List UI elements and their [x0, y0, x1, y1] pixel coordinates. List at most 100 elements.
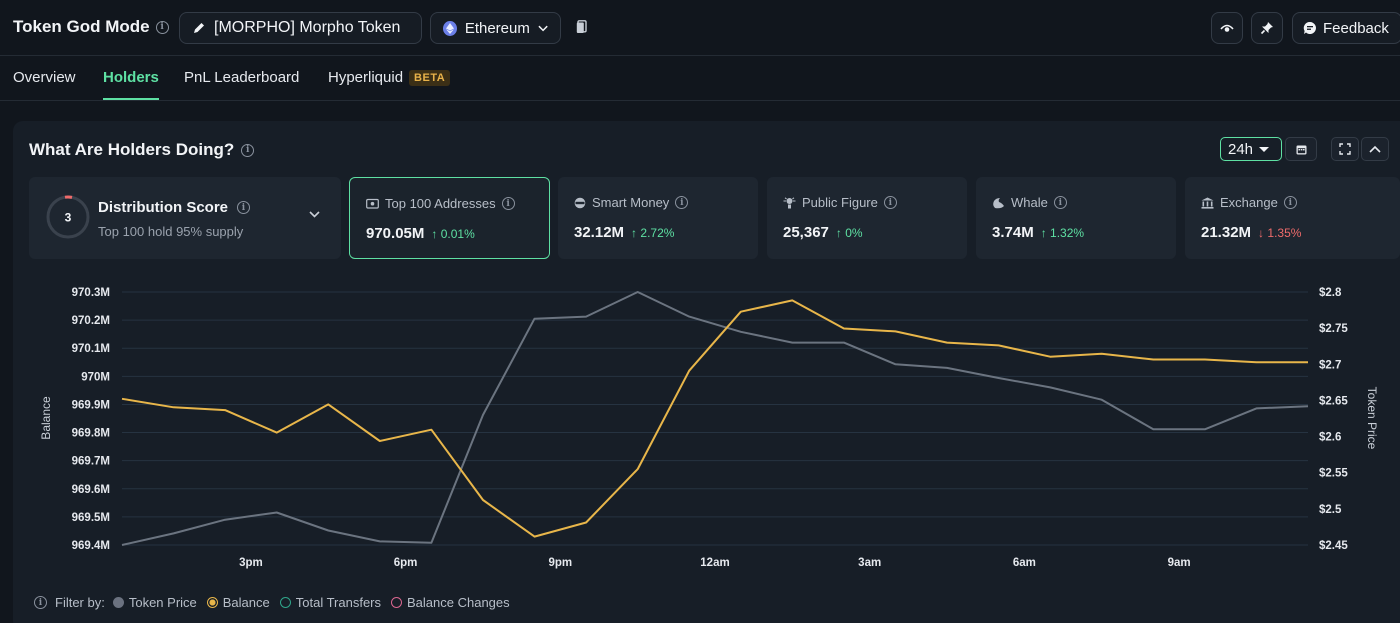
- chat-bubble-icon: [1303, 21, 1316, 34]
- y2-tick-label: $2.65: [1319, 395, 1348, 407]
- tab-holders[interactable]: Holders: [103, 69, 159, 100]
- filter-label: Filter by:: [55, 595, 105, 610]
- expand-icon: [1339, 143, 1351, 155]
- card-label: Public Figure i: [783, 195, 897, 210]
- legend-total-transfers[interactable]: Total Transfers: [279, 595, 382, 610]
- y-tick-label: 969.4M: [72, 540, 110, 552]
- info-icon[interactable]: i: [155, 20, 169, 34]
- caret-down-icon: [1259, 146, 1270, 152]
- card-label: Smart Money i: [574, 195, 689, 210]
- info-icon[interactable]: i: [501, 197, 515, 210]
- feedback-button[interactable]: Feedback: [1292, 12, 1400, 44]
- y-tick-label: 970.3M: [72, 287, 110, 299]
- tab-overview[interactable]: Overview: [13, 69, 76, 100]
- legend-label: Total Transfers: [295, 595, 382, 610]
- x-tick-label: 9pm: [548, 557, 572, 569]
- card-label-text: Top 100 Addresses: [385, 196, 496, 211]
- time-range-select[interactable]: 24h: [1220, 137, 1282, 161]
- info-icon[interactable]: i: [241, 143, 255, 157]
- calendar-button[interactable]: [1285, 137, 1317, 161]
- legend-balance-changes[interactable]: Balance Changes: [391, 595, 510, 610]
- y-tick-label: 969.6M: [72, 484, 110, 496]
- tab-label: Hyperliquid: [328, 69, 404, 86]
- info-icon[interactable]: i: [237, 201, 251, 214]
- y2-tick-label: $2.75: [1319, 323, 1348, 335]
- top-header: Token God Mode i [MORPHO] Morpho Token E…: [0, 0, 1400, 56]
- distribution-title-text: Distribution Score: [98, 199, 229, 216]
- tab-label: Overview: [13, 69, 76, 86]
- card-value-text: 21.32M: [1201, 224, 1252, 241]
- card-label: Whale i: [992, 195, 1067, 210]
- info-icon[interactable]: i: [1053, 196, 1067, 209]
- watch-button[interactable]: [1211, 12, 1243, 44]
- x-tick-label: 3am: [858, 557, 881, 569]
- y-tick-label: 969.7M: [72, 456, 110, 468]
- y2-tick-label: $2.8: [1319, 287, 1342, 299]
- chart-legend: i Filter by: Token Price Balance Total T…: [34, 595, 512, 610]
- smart-money-icon: [574, 197, 586, 208]
- y-tick-label: 969.5M: [72, 512, 110, 524]
- tab-hyperliquid[interactable]: Hyperliquid BETA: [328, 69, 451, 100]
- change-up: ↑ 0.01%: [431, 227, 475, 241]
- card-label-text: Whale: [1011, 195, 1048, 210]
- y-axis-left: 970.3M 970.2M 970.1M 970M 969.9M 969.8M 969.7M…: [72, 287, 110, 552]
- token-selector[interactable]: [MORPHO] Morpho Token: [179, 12, 422, 44]
- chart-grid: [122, 291, 1308, 546]
- info-icon[interactable]: i: [1283, 196, 1297, 209]
- legend-dot: [206, 597, 218, 608]
- card-label: Exchange i: [1201, 195, 1297, 210]
- y-tick-label: 969.8M: [72, 428, 110, 440]
- panel-title-text: What Are Holders Doing?: [29, 140, 235, 159]
- collapse-button[interactable]: [1361, 137, 1389, 161]
- info-icon[interactable]: i: [34, 596, 47, 609]
- card-whale[interactable]: Whale i 3.74M ↑ 1.32%: [976, 177, 1176, 259]
- change-text: 0%: [845, 226, 863, 240]
- distribution-subtitle: Top 100 hold 95% supply: [98, 224, 244, 239]
- pin-button[interactable]: [1251, 12, 1283, 44]
- y-tick-label: 970.2M: [72, 315, 110, 327]
- legend-token-price[interactable]: Token Price: [112, 595, 197, 610]
- y-axis-right: $2.8 $2.75 $2.7 $2.65 $2.6 $2.55 $2.5 $2.45: [1319, 287, 1348, 552]
- token-label: [MORPHO] Morpho Token: [214, 19, 401, 36]
- card-label: Top 100 Addresses i: [366, 196, 515, 211]
- change-text: 1.32%: [1050, 226, 1085, 240]
- change-up: ↑ 0%: [835, 226, 863, 240]
- distribution-score-card[interactable]: 3 Distribution Score i Top 100 hold 95% …: [29, 177, 341, 259]
- copy-icon[interactable]: [576, 20, 587, 34]
- distribution-title: Distribution Score i: [98, 199, 251, 216]
- card-top-100-addresses[interactable]: Top 100 Addresses i 970.05M ↑ 0.01%: [349, 177, 550, 259]
- card-smart-money[interactable]: Smart Money i 32.12M ↑ 2.72%: [558, 177, 758, 259]
- card-value-text: 3.74M: [992, 224, 1034, 241]
- y2-tick-label: $2.55: [1319, 468, 1348, 480]
- chain-selector[interactable]: Ethereum: [430, 12, 561, 44]
- chevron-down-icon[interactable]: [309, 211, 320, 218]
- tab-pnl-leaderboard[interactable]: PnL Leaderboard: [184, 69, 299, 100]
- card-exchange[interactable]: Exchange i 21.32M ↓ 1.35%: [1185, 177, 1400, 259]
- card-public-figure[interactable]: Public Figure i 25,367 ↑ 0%: [767, 177, 967, 259]
- x-tick-label: 6pm: [394, 557, 418, 569]
- time-range-value: 24h: [1228, 140, 1254, 158]
- change-text: 0.01%: [440, 227, 475, 241]
- y-tick-label: 970.1M: [72, 343, 110, 355]
- public-figure-icon: [783, 196, 796, 208]
- change-text: 2.72%: [640, 226, 675, 240]
- legend-label: Token Price: [128, 595, 197, 610]
- panel-title: What Are Holders Doing? i: [29, 140, 255, 160]
- card-label-text: Smart Money: [592, 195, 670, 210]
- info-icon[interactable]: i: [883, 196, 897, 209]
- score-value: 3: [65, 211, 72, 225]
- y-tick-label: 969.9M: [72, 399, 110, 411]
- feedback-label: Feedback: [1323, 19, 1389, 37]
- fullscreen-button[interactable]: [1331, 137, 1359, 161]
- info-icon[interactable]: i: [675, 196, 689, 209]
- card-value: 21.32M ↓ 1.35%: [1201, 224, 1301, 241]
- y-tick-label: 970M: [81, 371, 110, 383]
- tab-bar: Overview Holders PnL Leaderboard Hyperli…: [0, 57, 1400, 101]
- series-line-balance: [121, 299, 1308, 538]
- legend-dot: [391, 597, 403, 608]
- legend-label: Balance Changes: [407, 595, 510, 610]
- legend-balance[interactable]: Balance: [206, 595, 270, 610]
- y2-tick-label: $2.45: [1319, 540, 1348, 552]
- card-label-text: Public Figure: [802, 195, 878, 210]
